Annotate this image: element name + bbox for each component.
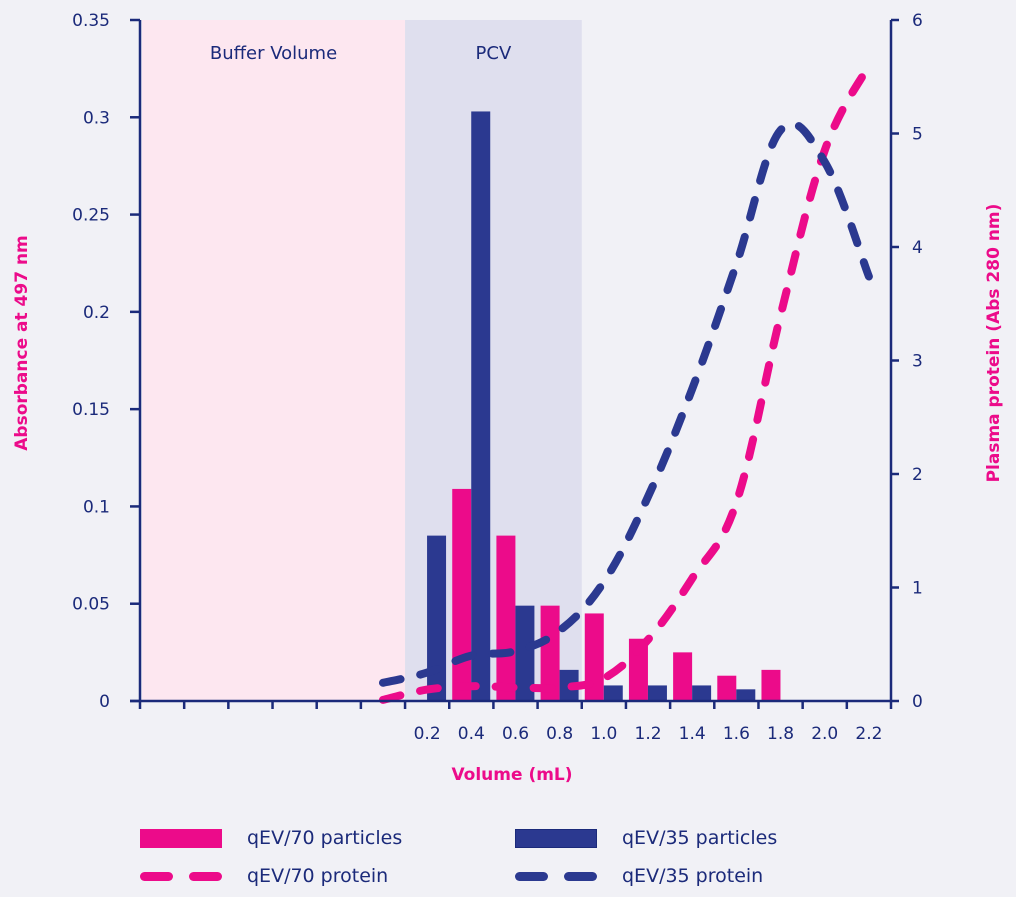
right-y-tick-label: 0 (912, 692, 923, 712)
x-tick-label: 1.6 (723, 724, 750, 744)
right-y-tick-label: 3 (912, 352, 923, 372)
right-y-tick-label: 2 (912, 465, 923, 485)
right-y-tick-label: 1 (912, 579, 923, 599)
bar-qev-35-particles-0.2 (427, 535, 447, 701)
bar-qev-35-particles-0.6 (515, 605, 535, 701)
legend-swatch-pink-bar (140, 828, 222, 848)
bar-qev-35-particles-1.6 (736, 689, 756, 701)
x-tick-label: 2.2 (855, 724, 882, 744)
legend-label: qEV/35 protein (622, 865, 764, 887)
x-tick-label: 1.4 (679, 724, 706, 744)
x-tick-label: 0.8 (546, 724, 573, 744)
left-y-axis-title: Absorbance at 497 nm (12, 235, 32, 451)
bar-qev-70-particles-1.6 (717, 675, 737, 701)
legend-swatch-pink-dash (140, 871, 222, 881)
left-y-tick-label: 0.05 (72, 595, 110, 615)
x-tick-label: 1.2 (635, 724, 662, 744)
line-qev-35-protein (379, 119, 873, 687)
bar-qev-70-particles-0.8 (540, 605, 560, 701)
left-y-tick-label: 0.3 (83, 108, 110, 128)
legend-label: qEV/35 particles (622, 827, 778, 849)
bar-qev-70-particles-1.0 (584, 613, 604, 701)
background-regions: Buffer Volume PCV (142, 20, 582, 701)
right-y-axis-title: Plasma protein (Abs 280 nm) (984, 204, 1004, 483)
region-label: Buffer Volume (210, 43, 337, 64)
right-y-tick-label: 6 (912, 11, 923, 31)
bar-qev-70-particles-1.8 (761, 669, 781, 701)
x-axis-title: Volume (mL) (451, 765, 572, 785)
bar-qev-35-particles-0.4 (471, 111, 491, 702)
legend-swatch-navy-bar (515, 828, 597, 848)
bar-qev-35-particles-1.0 (603, 685, 623, 701)
region-label: PCV (476, 43, 512, 64)
left-y-tick-label: 0.35 (72, 11, 110, 31)
protein-lines (379, 61, 873, 704)
bar-qev-70-particles-1.4 (673, 652, 693, 701)
x-tick-label: 2.0 (811, 724, 838, 744)
bar-qev-70-particles-0.6 (496, 535, 516, 701)
legend-label: qEV/70 protein (247, 865, 389, 887)
left-y-tick-label: 0.25 (72, 206, 110, 226)
right-y-tick-label: 5 (912, 125, 923, 145)
bar-qev-35-particles-1.2 (647, 685, 667, 701)
region-buffer-volume (142, 20, 406, 701)
legend-item-qev35-protein[interactable]: qEV/35 protein (515, 865, 763, 887)
bar-qev-70-particles-0.4 (452, 488, 472, 701)
left-y-tick-label: 0 (99, 692, 110, 712)
legend-swatch-navy-dash (515, 871, 597, 881)
left-y-tick-label: 0.1 (83, 497, 110, 517)
x-tick-label: 0.2 (414, 724, 441, 744)
x-tick-label: 1.8 (767, 724, 794, 744)
left-y-tick-label: 0.2 (83, 303, 110, 323)
bar-qev-35-particles-1.4 (692, 685, 712, 701)
axes (130, 18, 899, 709)
legend-label: qEV/70 particles (247, 827, 403, 849)
legend-item-qev70-particles[interactable]: qEV/70 particles (140, 827, 402, 849)
bars (427, 111, 781, 702)
line-qev-70-protein (379, 61, 873, 704)
left-y-tick-label: 0.15 (72, 400, 110, 420)
x-tick-label: 0.4 (458, 724, 485, 744)
right-y-tick-label: 4 (912, 238, 923, 258)
tick-labels: 0 0.05 0.1 0.15 0.2 0.25 0.3 0.35 0 1 2 3 4 5 6 0.2 0.4 0… (72, 11, 923, 744)
x-tick-label: 0.6 (502, 724, 529, 744)
x-tick-label: 1.0 (590, 724, 617, 744)
legend-item-qev70-protein[interactable]: qEV/70 protein (140, 865, 388, 887)
legend-item-qev35-particles[interactable]: qEV/35 particles (515, 827, 777, 849)
